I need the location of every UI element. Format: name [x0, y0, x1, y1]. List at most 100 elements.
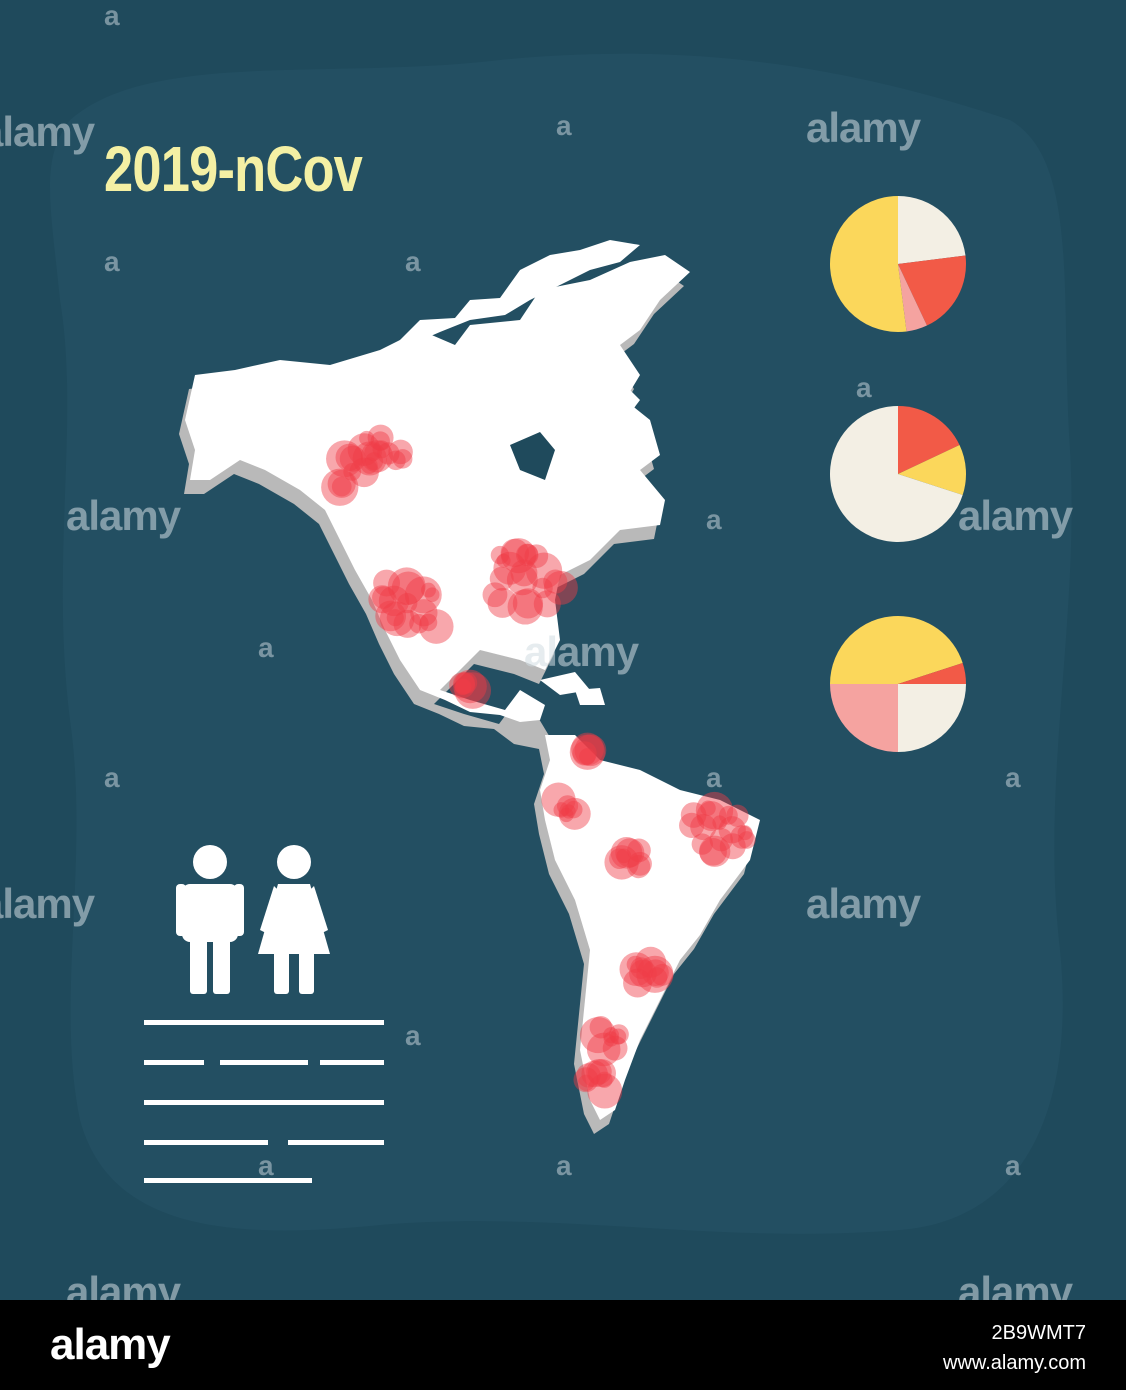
footer-info: 2B9WMT7 www.alamy.com	[943, 1318, 1086, 1378]
watermark-small: a	[856, 372, 872, 403]
watermark-small: a	[258, 632, 274, 663]
hotspot	[524, 544, 549, 569]
hotspot	[335, 443, 363, 471]
pie-2-slice-1	[898, 406, 960, 474]
hotspot	[561, 804, 576, 819]
female-person-icon	[258, 845, 330, 994]
hotspot	[515, 543, 539, 567]
hotspot	[393, 609, 422, 638]
hotspot	[543, 570, 578, 605]
hotspot	[424, 587, 440, 602]
pie-1-slice-2	[898, 255, 966, 326]
watermark-small: a	[556, 1150, 572, 1181]
hotspot	[370, 431, 390, 451]
hotspot	[587, 1059, 616, 1088]
pie-1-slice-4	[830, 196, 907, 332]
hotspot	[512, 588, 544, 619]
hotspot	[489, 566, 514, 591]
hotspot	[604, 845, 639, 880]
pie-chart-2	[830, 406, 966, 542]
hotspot	[500, 538, 537, 574]
hotspot	[603, 1027, 620, 1044]
hotspot	[602, 1035, 628, 1061]
watermark-small: a	[706, 504, 722, 535]
hotspot	[455, 671, 478, 694]
hotspot	[418, 609, 454, 644]
hotspot	[360, 457, 378, 474]
hotspot	[572, 741, 597, 766]
hotspot	[347, 433, 381, 466]
hotspot	[573, 1067, 599, 1093]
hotspot	[510, 559, 538, 587]
pie-3-slice-1	[898, 616, 963, 684]
hotspot	[627, 855, 651, 879]
hotspot	[375, 600, 407, 632]
hotspot	[581, 1060, 608, 1088]
hotspot	[352, 441, 387, 476]
hotspot	[359, 430, 375, 446]
americas-map	[179, 240, 760, 1134]
hotspot	[493, 551, 527, 585]
footer-url: www.alamy.com	[943, 1352, 1086, 1374]
hotspot	[579, 748, 596, 765]
hotspot	[364, 452, 384, 471]
hotspot	[482, 582, 508, 608]
people-icons	[176, 845, 330, 994]
hotspot	[378, 585, 410, 617]
hotspot	[577, 1074, 595, 1092]
hotspot	[377, 442, 400, 465]
hotspot	[559, 807, 574, 823]
hotspot	[386, 609, 404, 627]
watermark-small: a	[405, 246, 421, 277]
hotspot	[586, 1032, 621, 1067]
hotspot	[587, 1073, 623, 1109]
hotspot	[507, 589, 543, 625]
watermark: alamy	[66, 492, 181, 539]
hotspot	[619, 952, 654, 987]
hotspot	[321, 468, 359, 506]
hotspot-layer	[321, 424, 756, 1109]
hotspot	[691, 833, 713, 855]
hotspot	[541, 782, 576, 817]
hotspot	[737, 831, 756, 849]
hotspot	[626, 955, 644, 973]
hotspot	[379, 601, 415, 637]
hotspot	[533, 590, 561, 618]
hotspot	[532, 577, 553, 599]
hotspot	[372, 586, 395, 609]
hotspot	[642, 959, 669, 987]
watermark-small: a	[1005, 1150, 1021, 1181]
hotspot	[327, 469, 356, 498]
watermark: alamy	[806, 104, 921, 151]
hotspot	[421, 582, 436, 598]
hotspot	[646, 967, 668, 988]
watermark: alamy	[958, 492, 1073, 539]
hotspot	[603, 1031, 619, 1047]
hotspot	[454, 672, 492, 709]
watermark-small: a	[1005, 762, 1021, 793]
hotspot	[373, 569, 401, 597]
hotspot	[556, 795, 579, 817]
hotspot	[586, 1058, 612, 1085]
hotspot	[367, 424, 394, 451]
hotspot	[610, 837, 643, 869]
watermark-small: a	[405, 1020, 421, 1051]
hotspot	[388, 439, 413, 465]
hotspot	[360, 440, 394, 473]
hotspot	[496, 553, 511, 568]
pie-chart-1	[830, 196, 966, 332]
hotspot	[392, 449, 413, 469]
hotspot	[718, 816, 746, 844]
hotspot	[596, 1071, 613, 1088]
watermark-small: a	[104, 0, 120, 31]
hotspot	[372, 440, 391, 459]
hotspot	[571, 732, 604, 766]
hotspot	[730, 825, 754, 849]
hotspot	[608, 1024, 629, 1045]
north-america	[185, 255, 690, 722]
hotspot	[709, 827, 733, 852]
hotspot	[579, 1016, 617, 1054]
hotspot	[615, 838, 645, 868]
hotspot	[574, 734, 607, 767]
hotspot	[576, 1063, 601, 1088]
